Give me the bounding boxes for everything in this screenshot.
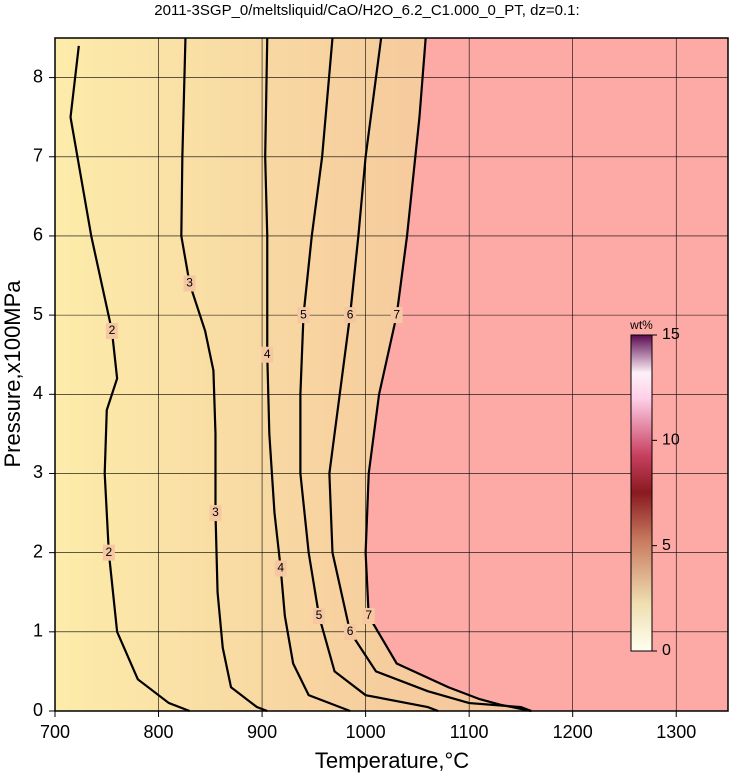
contour-label: 4 bbox=[277, 561, 284, 575]
contour-label: 2 bbox=[109, 323, 116, 337]
x-tick-label: 1100 bbox=[450, 722, 489, 742]
y-tick-label: 8 bbox=[33, 66, 43, 86]
y-axis-label: Pressure,x100MPa bbox=[0, 280, 25, 468]
contour-label: 7 bbox=[393, 307, 400, 321]
y-tick-label: 3 bbox=[33, 462, 43, 482]
contour-label-bg bbox=[261, 346, 274, 363]
contour-label: 3 bbox=[186, 276, 193, 290]
contour-line bbox=[264, 37, 351, 713]
contour-label-bg bbox=[102, 544, 115, 561]
colorbar-tick-label: 0 bbox=[662, 642, 671, 659]
x-tick-label: 900 bbox=[247, 722, 277, 742]
x-tick-label: 1300 bbox=[656, 722, 696, 742]
x-tick-label: 800 bbox=[144, 722, 174, 742]
colorbar-tick-label: 10 bbox=[662, 432, 680, 449]
colorbar-label: wt% bbox=[629, 318, 653, 332]
contour-label: 7 bbox=[365, 608, 372, 622]
contour-line bbox=[180, 37, 268, 713]
chart-title: 2011-3SGP_0/meltsliquid/CaO/H2O_6.2_C1.0… bbox=[154, 2, 579, 19]
contour-label-bg bbox=[390, 307, 403, 324]
contour-label-bg bbox=[209, 505, 222, 522]
contour-line bbox=[69, 45, 190, 713]
contour-label-bg bbox=[183, 275, 196, 292]
y-tick-label: 1 bbox=[33, 621, 43, 641]
contour-label-bg bbox=[297, 307, 310, 324]
x-tick-label: 1000 bbox=[346, 722, 386, 742]
x-tick-label: 700 bbox=[40, 722, 70, 742]
y-tick-label: 4 bbox=[33, 383, 43, 403]
contour-label: 3 bbox=[212, 505, 219, 519]
contour-line bbox=[328, 37, 532, 713]
y-tick-label: 7 bbox=[33, 146, 43, 166]
contour-label: 4 bbox=[264, 347, 271, 361]
contour-label-bg bbox=[344, 623, 357, 640]
colorbar-tick-label: 15 bbox=[662, 326, 680, 343]
contour-label-bg bbox=[105, 322, 118, 339]
contour-label-bg bbox=[274, 560, 287, 577]
contour-line bbox=[299, 37, 439, 713]
y-tick-label: 0 bbox=[33, 700, 43, 720]
contour-label: 5 bbox=[316, 608, 323, 622]
y-tick-label: 2 bbox=[33, 541, 43, 561]
saturated-region bbox=[365, 38, 728, 711]
y-tick-label: 6 bbox=[33, 225, 43, 245]
colorbar bbox=[630, 334, 653, 652]
contour-label: 6 bbox=[347, 624, 354, 638]
contour-label-bg bbox=[313, 607, 326, 624]
contour-label: 2 bbox=[105, 545, 112, 559]
contour-line bbox=[364, 37, 532, 713]
contour-label-bg bbox=[344, 307, 357, 324]
x-tick-label: 1200 bbox=[553, 722, 593, 742]
y-tick-label: 5 bbox=[33, 304, 43, 324]
x-axis-label: Temperature,°C bbox=[315, 748, 469, 773]
plot-frame bbox=[54, 37, 729, 712]
colorbar-tick-label: 5 bbox=[662, 537, 671, 554]
contour-label: 6 bbox=[347, 307, 354, 321]
contour-label-bg bbox=[362, 607, 375, 624]
contour-label: 5 bbox=[300, 307, 307, 321]
